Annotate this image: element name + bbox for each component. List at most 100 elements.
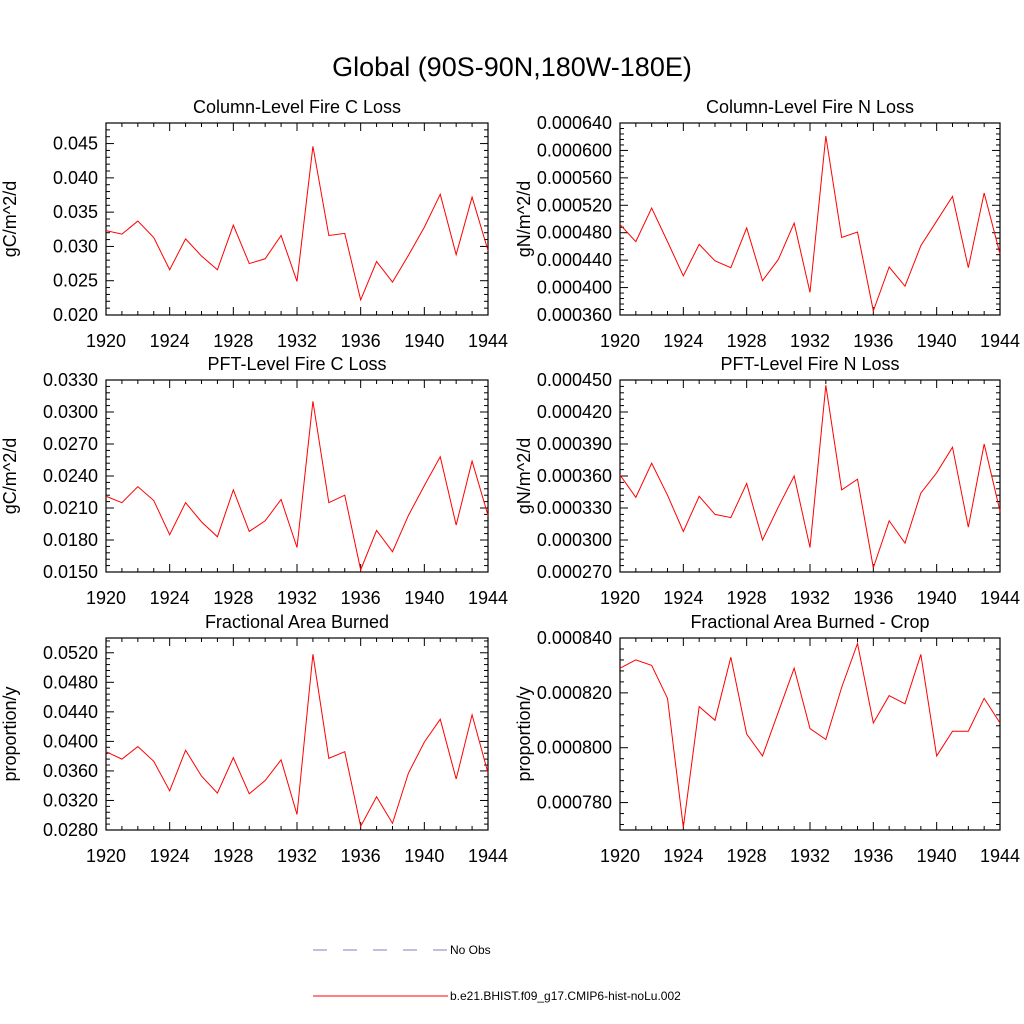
panels: Column-Level Fire C Loss gC/m^2/d 1920 1924… bbox=[0, 97, 1020, 866]
y-axis-label: gC/m^2/d bbox=[0, 438, 20, 514]
x-tick-label: 1928 bbox=[213, 331, 253, 351]
x-tick-label: 1936 bbox=[341, 588, 381, 608]
y-tick-label: 0.000840 bbox=[537, 628, 612, 648]
x-tick-label: 1940 bbox=[917, 588, 957, 608]
panel-title: PFT-Level Fire C Loss bbox=[207, 354, 386, 374]
y-tick-label: 0.000800 bbox=[537, 738, 612, 758]
x-tick-label: 1920 bbox=[86, 846, 126, 866]
x-tick-label: 1944 bbox=[468, 588, 508, 608]
y-tick-label: 0.0300 bbox=[43, 402, 98, 422]
x-tick-label: 1940 bbox=[404, 588, 444, 608]
panel-title: PFT-Level Fire N Loss bbox=[720, 354, 899, 374]
y-tick-label: 0.000360 bbox=[537, 305, 612, 325]
y-tick-label: 0.035 bbox=[53, 202, 98, 222]
legend-item-no-obs: No Obs bbox=[313, 943, 491, 957]
panel-4: PFT-Level Fire N Loss gN/m^2/d 1920 1924 192… bbox=[514, 354, 1020, 608]
y-tick-label: 0.0360 bbox=[43, 761, 98, 781]
x-tick-label: 1924 bbox=[663, 331, 703, 351]
x-tick-label: 1928 bbox=[727, 846, 767, 866]
y-tick-label: 0.000780 bbox=[537, 793, 612, 813]
x-tick-label: 1932 bbox=[790, 588, 830, 608]
x-tick-label: 1944 bbox=[980, 588, 1020, 608]
panel-1: Column-Level Fire C Loss gC/m^2/d 1920 1924… bbox=[0, 97, 508, 351]
x-tick-label: 1920 bbox=[86, 331, 126, 351]
y-tick-label: 0.0480 bbox=[43, 672, 98, 692]
y-tick-label: 0.0400 bbox=[43, 731, 98, 751]
y-tick-label: 0.0330 bbox=[43, 370, 98, 390]
panel-title: Fractional Area Burned bbox=[205, 612, 389, 632]
x-tick-label: 1940 bbox=[404, 331, 444, 351]
x-tick-label: 1928 bbox=[213, 846, 253, 866]
legend-label-model: b.e21.BHIST.f09_g17.CMIP6-hist-noLu.002 bbox=[450, 989, 681, 1003]
series-line bbox=[105, 401, 489, 572]
x-tick-label: 1924 bbox=[150, 331, 190, 351]
y-tick-label: 0.000440 bbox=[537, 250, 612, 270]
y-tick-label: 0.000820 bbox=[537, 683, 612, 703]
x-tick-label: 1932 bbox=[277, 331, 317, 351]
x-tick-label: 1924 bbox=[663, 588, 703, 608]
x-tick-label: 1920 bbox=[600, 588, 640, 608]
x-tick-label: 1936 bbox=[853, 331, 893, 351]
panel-6: Fractional Area Burned - Crop proportion/… bbox=[514, 612, 1020, 866]
y-tick-label: 0.0240 bbox=[43, 466, 98, 486]
y-tick-label: 0.0520 bbox=[43, 643, 98, 663]
y-tick-label: 0.0270 bbox=[43, 434, 98, 454]
y-tick-label: 0.000270 bbox=[537, 562, 612, 582]
x-tick-label: 1944 bbox=[980, 846, 1020, 866]
x-tick-label: 1944 bbox=[468, 331, 508, 351]
plot-frame bbox=[619, 637, 1001, 831]
x-tick-label: 1924 bbox=[150, 846, 190, 866]
plot-frame bbox=[619, 122, 1001, 316]
y-tick-label: 0.000300 bbox=[537, 530, 612, 550]
x-tick-label: 1932 bbox=[790, 846, 830, 866]
y-tick-label: 0.0320 bbox=[43, 790, 98, 810]
x-tick-label: 1944 bbox=[468, 846, 508, 866]
y-tick-label: 0.025 bbox=[53, 271, 98, 291]
x-tick-label: 1928 bbox=[727, 588, 767, 608]
x-tick-label: 1920 bbox=[86, 588, 126, 608]
y-tick-label: 0.000640 bbox=[537, 113, 612, 133]
x-tick-label: 1920 bbox=[600, 331, 640, 351]
panel-title: Column-Level Fire N Loss bbox=[706, 97, 914, 117]
x-tick-label: 1932 bbox=[277, 588, 317, 608]
y-tick-label: 0.045 bbox=[53, 134, 98, 154]
panel-2: Column-Level Fire N Loss gN/m^2/d 1920 1924… bbox=[514, 97, 1020, 351]
series-line bbox=[619, 641, 1001, 828]
series-line bbox=[619, 135, 1001, 313]
y-tick-label: 0.0440 bbox=[43, 702, 98, 722]
y-tick-label: 0.000330 bbox=[537, 498, 612, 518]
y-tick-label: 0.000450 bbox=[537, 370, 612, 390]
y-axis-label: gN/m^2/d bbox=[514, 181, 534, 257]
series-line bbox=[619, 385, 1001, 568]
x-tick-label: 1940 bbox=[917, 846, 957, 866]
x-tick-label: 1936 bbox=[853, 588, 893, 608]
legend-item-model: b.e21.BHIST.f09_g17.CMIP6-hist-noLu.002 bbox=[313, 989, 681, 1003]
y-axis-label: gN/m^2/d bbox=[514, 438, 534, 514]
y-axis-label: proportion/y bbox=[514, 686, 534, 781]
series-line bbox=[105, 654, 489, 828]
plot-frame bbox=[105, 122, 489, 316]
x-tick-label: 1936 bbox=[341, 331, 381, 351]
panel-5: Fractional Area Burned proportion/y 1920 19… bbox=[0, 612, 508, 866]
y-tick-label: 0.000390 bbox=[537, 434, 612, 454]
x-tick-label: 1928 bbox=[213, 588, 253, 608]
x-tick-label: 1928 bbox=[727, 331, 767, 351]
x-tick-label: 1924 bbox=[150, 588, 190, 608]
y-tick-label: 0.000520 bbox=[537, 195, 612, 215]
panel-title: Fractional Area Burned - Crop bbox=[690, 612, 929, 632]
x-tick-label: 1940 bbox=[404, 846, 444, 866]
y-tick-label: 0.000480 bbox=[537, 223, 612, 243]
legend-label-no-obs: No Obs bbox=[450, 943, 491, 957]
y-tick-label: 0.0280 bbox=[43, 820, 98, 840]
x-tick-label: 1936 bbox=[853, 846, 893, 866]
y-axis-label: proportion/y bbox=[0, 686, 20, 781]
y-tick-label: 0.0210 bbox=[43, 498, 98, 518]
x-tick-label: 1944 bbox=[980, 331, 1020, 351]
y-tick-label: 0.040 bbox=[53, 168, 98, 188]
x-tick-label: 1920 bbox=[600, 846, 640, 866]
plot-frame bbox=[105, 637, 489, 831]
panel-title: Column-Level Fire C Loss bbox=[193, 97, 401, 117]
y-tick-label: 0.0180 bbox=[43, 530, 98, 550]
x-tick-label: 1932 bbox=[790, 331, 830, 351]
